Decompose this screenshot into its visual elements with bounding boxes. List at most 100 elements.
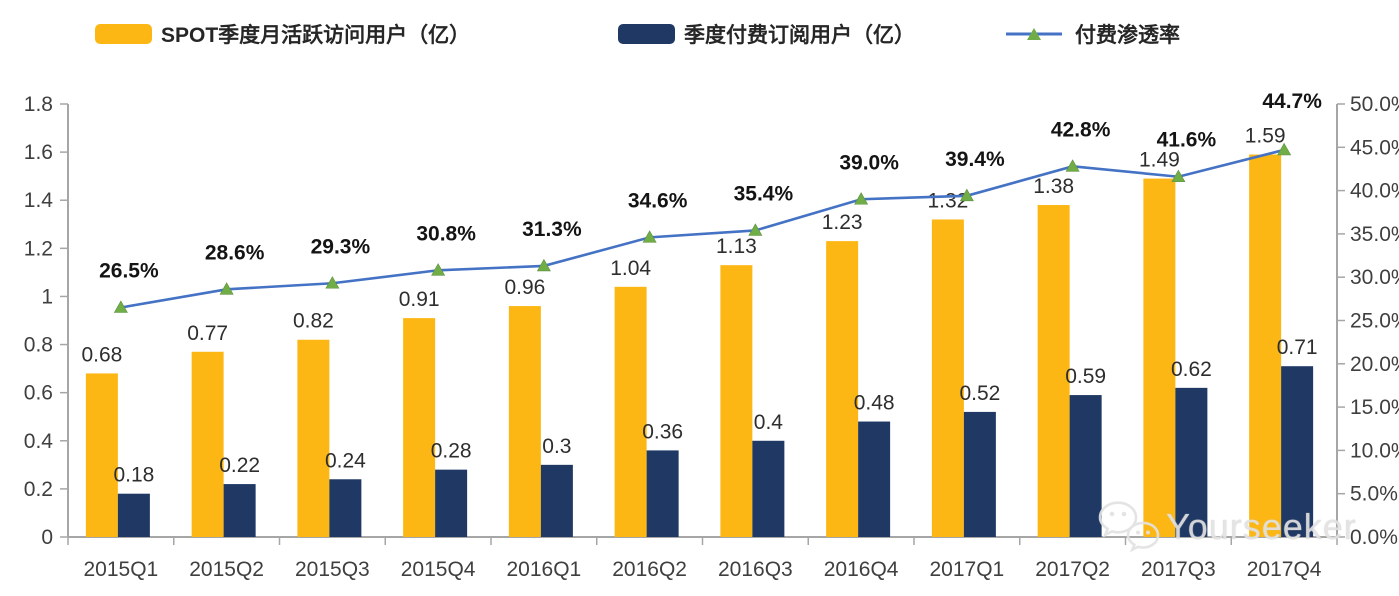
- x-axis-category-label: 2015Q3: [295, 558, 370, 581]
- right-axis-tick-label: 5.0%: [1350, 483, 1398, 506]
- subscriber-value-label-2017Q2: 0.59: [1065, 365, 1106, 388]
- left-axis-tick-label: 0.6: [24, 382, 53, 405]
- penetration-legend-line-icon: [1005, 26, 1063, 42]
- subscriber-value-label-2015Q2: 0.22: [219, 454, 260, 477]
- penetration-line: [120, 148, 1285, 309]
- x-axis-category-label: 2015Q4: [401, 558, 476, 581]
- legend-item-mau: SPOT季度月活跃访问用户（亿）: [95, 19, 470, 49]
- penetration-label-2015Q2: 28.6%: [205, 241, 265, 264]
- legend-label-mau: SPOT季度月活跃访问用户（亿）: [161, 24, 471, 47]
- x-axis-category-label: 2017Q1: [930, 558, 1005, 581]
- subscriber-value-label-2016Q2: 0.36: [642, 420, 683, 443]
- penetration-label-2017Q1: 39.4%: [945, 148, 1005, 171]
- x-axis-category-label: 2015Q1: [84, 558, 159, 581]
- x-axis-category-label: 2016Q4: [824, 558, 899, 581]
- penetration-marker-2016Q3: [748, 223, 763, 236]
- penetration-label-2016Q4: 39.0%: [839, 151, 899, 174]
- x-axis-category-label: 2017Q2: [1035, 558, 1110, 581]
- left-axis-tick-label: 1.6: [24, 141, 53, 164]
- x-axis-category-label: 2017Q3: [1141, 558, 1216, 581]
- mau-value-label-2015Q3: 0.82: [293, 310, 334, 333]
- penetration-label-2015Q3: 29.3%: [311, 235, 371, 258]
- right-axis-tick-label: 10.0%: [1350, 439, 1399, 462]
- right-axis-tick-label: 15.0%: [1350, 396, 1399, 419]
- mau-bar-2017Q3: [1143, 178, 1176, 538]
- subscriber-bar-2015Q3: [329, 479, 362, 537]
- subscriber-bar-2016Q1: [540, 464, 573, 537]
- mau-bar-2017Q1: [931, 219, 964, 537]
- right-axis-tick-label: 0.0%: [1350, 526, 1398, 549]
- penetration-label-2017Q2: 42.8%: [1051, 118, 1111, 141]
- legend-item-subscribers: 季度付费订阅用户（亿）: [618, 19, 915, 49]
- subscriber-value-label-2015Q4: 0.28: [431, 440, 472, 463]
- right-axis-tick-label: 35.0%: [1350, 223, 1399, 246]
- penetration-label-2016Q1: 31.3%: [522, 218, 582, 241]
- penetration-marker-2017Q2: [1065, 159, 1080, 172]
- penetration-marker-2015Q4: [431, 263, 446, 276]
- penetration-marker-2015Q2: [219, 282, 234, 295]
- subscriber-value-label-2016Q3: 0.4: [754, 411, 784, 434]
- left-axis-tick-label: 1.4: [24, 189, 54, 212]
- mau-value-label-2017Q4: 1.59: [1245, 125, 1286, 148]
- mau-bar-2017Q4: [1249, 154, 1282, 537]
- penetration-marker-2017Q1: [959, 188, 974, 202]
- subscriber-value-label-2017Q4: 0.71: [1277, 336, 1318, 359]
- subscriber-bar-2017Q1: [963, 411, 996, 537]
- left-axis-tick-label: 1.8: [24, 93, 53, 116]
- mau-value-label-2017Q2: 1.38: [1033, 175, 1074, 198]
- subscriber-bar-2015Q4: [435, 469, 468, 537]
- mau-bar-2017Q2: [1037, 205, 1070, 538]
- left-axis-tick-label: 0.2: [24, 478, 53, 501]
- mau-value-label-2015Q2: 0.77: [187, 322, 228, 345]
- mau-bar-2016Q4: [826, 241, 859, 537]
- penetration-label-2016Q2: 34.6%: [628, 189, 688, 212]
- mau-bar-2015Q2: [191, 351, 224, 537]
- x-axis-category-label: 2016Q2: [612, 558, 687, 581]
- subscriber-bar-2016Q3: [752, 440, 785, 537]
- penetration-marker-2016Q1: [536, 258, 551, 272]
- subscriber-bar-2015Q1: [117, 493, 150, 537]
- right-axis-tick-label: 40.0%: [1350, 180, 1399, 203]
- mau-bar-2015Q4: [403, 318, 436, 537]
- penetration-label-2017Q4: 44.7%: [1262, 90, 1322, 113]
- legend-item-penetration: 付费渗透率: [1005, 19, 1180, 49]
- subscriber-value-label-2016Q4: 0.48: [854, 392, 895, 415]
- mau-value-label-2015Q4: 0.91: [399, 288, 440, 311]
- mau-bar-2015Q3: [297, 339, 330, 537]
- left-axis-tick-label: 1: [41, 285, 53, 308]
- left-axis-tick-label: 0.8: [24, 334, 53, 357]
- left-axis-tick-label: 0.4: [24, 430, 54, 453]
- subscriber-bar-2017Q2: [1069, 395, 1102, 537]
- subscriber-value-label-2017Q3: 0.62: [1171, 358, 1212, 381]
- penetration-label-2016Q3: 35.4%: [734, 182, 794, 205]
- penetration-label-2015Q4: 30.8%: [416, 222, 476, 245]
- x-axis-category-label: 2016Q3: [718, 558, 793, 581]
- subscribers-legend-swatch-icon: [618, 24, 675, 44]
- mau-value-label-2016Q4: 1.23: [822, 211, 863, 234]
- mau-bar-2015Q1: [85, 373, 118, 537]
- penetration-marker-2017Q3: [1171, 169, 1186, 183]
- subscriber-value-label-2015Q3: 0.24: [325, 449, 366, 472]
- penetration-marker-2015Q3: [325, 276, 340, 289]
- subscriber-bar-2016Q2: [646, 450, 679, 537]
- legend-label-subscribers: 季度付费订阅用户（亿）: [684, 24, 915, 47]
- subscriber-value-label-2015Q1: 0.18: [113, 464, 154, 487]
- subscriber-bar-2017Q3: [1175, 387, 1208, 537]
- mau-value-label-2017Q3: 1.49: [1139, 149, 1180, 172]
- left-axis-tick-label: 1.2: [24, 237, 53, 260]
- mau-value-label-2015Q1: 0.68: [81, 343, 122, 366]
- subscriber-bar-2017Q4: [1281, 366, 1314, 537]
- mau-value-label-2016Q1: 0.96: [504, 276, 545, 299]
- right-axis-tick-label: 50.0%: [1350, 93, 1399, 116]
- x-axis-category-label: 2016Q1: [507, 558, 582, 581]
- subscriber-bar-2016Q4: [858, 421, 891, 537]
- mau-value-label-2016Q2: 1.04: [610, 257, 651, 280]
- mau-legend-swatch-icon: [95, 24, 152, 44]
- subscriber-bar-2015Q2: [223, 484, 256, 537]
- legend-label-penetration: 付费渗透率: [1075, 24, 1180, 47]
- mau-bar-2016Q3: [720, 265, 753, 537]
- subscriber-value-label-2016Q1: 0.3: [542, 435, 571, 458]
- penetration-marker-2015Q1: [113, 300, 128, 313]
- penetration-marker-2016Q2: [642, 230, 657, 243]
